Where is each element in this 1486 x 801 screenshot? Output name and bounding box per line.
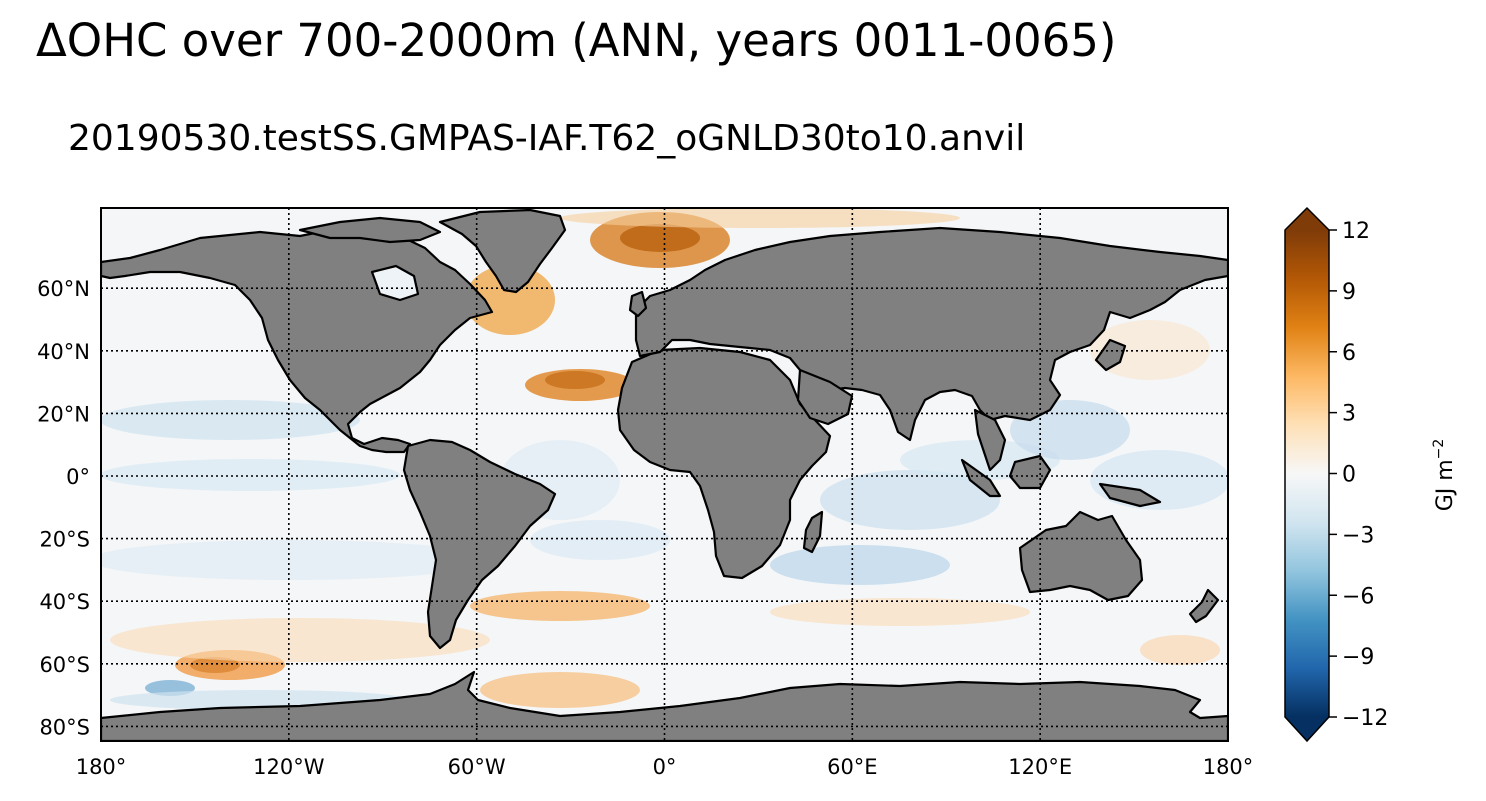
page-subtitle: 20190530.testSS.GMPAS-IAF.T62_oGNLD30to1… [68, 118, 1026, 159]
colorbar-label-text: GJ m [1433, 459, 1458, 511]
colorbar-tick-label: 0 [1342, 463, 1356, 488]
lon-tick-label: 60°W [448, 755, 506, 779]
lat-tick-label: 0° [66, 465, 90, 489]
land-greenland [438, 208, 567, 294]
colorbar-extend-bottom [1285, 717, 1329, 741]
land-antarctica [101, 670, 1228, 741]
colorbar-extend-top [1285, 208, 1329, 230]
colorbar-ticks: 12 9 6 3 0 −3 −6 −9 −12 [1329, 219, 1388, 731]
lon-tick-label: 120°E [1008, 755, 1072, 779]
land-australia [1018, 510, 1144, 602]
lon-tick-label: 0° [653, 755, 677, 779]
colorbar-tick-label: −6 [1342, 584, 1374, 609]
land-arabia [796, 368, 854, 426]
land-se-asia [973, 408, 1007, 472]
land-south-america [402, 438, 557, 650]
gridlines [101, 208, 1228, 741]
land-arctic-islands [298, 216, 442, 244]
page-title: ΔOHC over 700-2000m (ANN, years 0011-006… [36, 14, 1117, 67]
land-japan [1094, 338, 1127, 372]
colorbar-body [1285, 230, 1329, 717]
lat-tick-label: 60°N [37, 277, 90, 301]
latitude-labels: 60°N 40°N 20°N 0° 20°S 40°S 60°S 80°S [37, 277, 90, 739]
land-madagascar [802, 510, 824, 554]
colorbar-tick-label: 12 [1342, 219, 1370, 244]
lat-tick-label: 80°S [39, 715, 90, 739]
colorbar-tick-label: −3 [1342, 523, 1374, 548]
lon-tick-label: 180° [1203, 755, 1254, 779]
lat-tick-label: 20°N [37, 402, 90, 426]
colorbar-label: GJ m−2 [1431, 439, 1458, 512]
land-eurasia [634, 226, 1228, 442]
colorbar: 12 9 6 3 0 −3 −6 −9 −12 GJ m−2 [1284, 206, 1458, 743]
lat-tick-label: 40°S [39, 590, 90, 614]
colorbar-tick-label: −12 [1342, 706, 1388, 731]
land-africa [616, 346, 832, 580]
colorbar-tick-label: 3 [1342, 402, 1356, 427]
map-frame [100, 207, 1229, 742]
colorbar-tick-label: 9 [1342, 280, 1356, 305]
lat-tick-label: 20°S [39, 528, 90, 552]
lat-tick-label: 40°N [37, 340, 90, 364]
land-sumatra [960, 458, 1002, 498]
colorbar-tick-label: 6 [1342, 341, 1356, 366]
lat-tick-label: 60°S [39, 653, 90, 677]
land [101, 208, 1228, 741]
lon-tick-label: 120°W [253, 755, 325, 779]
colorbar-label-exponent: −2 [1431, 439, 1447, 460]
lon-tick-label: 180° [76, 755, 127, 779]
land-uk [628, 290, 648, 318]
longitude-labels: 180° 120°W 60°W 0° 60°E 120°E 180° [76, 755, 1254, 779]
lon-tick-label: 60°E [827, 755, 878, 779]
land-new-guinea [1098, 482, 1162, 508]
colorbar-tick-label: −9 [1342, 645, 1374, 670]
